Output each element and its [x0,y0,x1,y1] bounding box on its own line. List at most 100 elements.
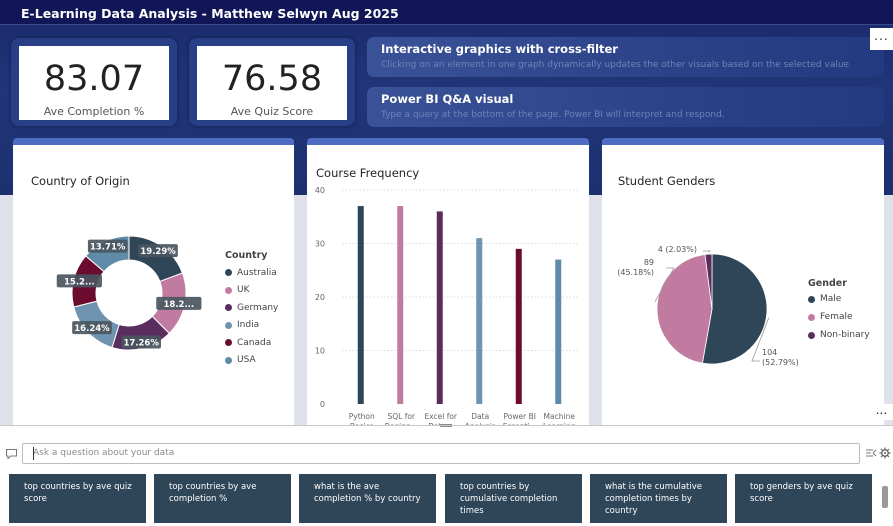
legend-marker [225,286,232,294]
data-label-bg [87,239,128,253]
legend-label: Male [820,294,842,304]
legend-marker [225,339,232,347]
legend-item-female[interactable]: Female [808,308,870,326]
data-label: 89 [644,258,654,267]
legend-title: Gender [808,278,847,289]
legend-label: UK [237,285,250,296]
legend-marker [225,356,232,364]
x-tick-label: Excel for [424,412,457,421]
data-label: 4 (2.03%) [658,245,697,254]
donut-slice-australia[interactable] [128,235,184,283]
info-pill-crossfilter: Interactive graphics with cross-filter C… [367,37,884,77]
chat-icon[interactable] [5,448,18,460]
leader-line [654,267,675,302]
legend-item-india[interactable]: India [225,317,278,335]
legend-marker [225,321,232,329]
y-tick-label: 40 [315,186,325,195]
info-title: Interactive graphics with cross-filter [381,42,618,56]
qa-question-input[interactable]: Ask a question about your data [22,443,860,464]
leader-line [703,250,712,253]
data-label: (52.79%) [762,358,799,367]
kpi-label: Ave Completion % [43,105,145,118]
bar-data-analysis[interactable] [476,238,483,404]
pie-slice-non-binary[interactable] [704,253,713,310]
legend-label: Non-binary [820,330,870,340]
x-tick-label: Data [471,412,489,421]
legend-item-germany[interactable]: Germany [225,299,278,317]
leader-line [751,317,770,362]
data-label: 17.26% [123,339,159,349]
data-label-bg [156,296,202,310]
report-title: E-Learning Data Analysis - Matthew Selwy… [21,6,399,21]
chart-title: Country of Origin [31,174,130,188]
legend-label: Female [820,312,853,322]
legend-label: Canada [237,337,272,348]
legend-item-non-binary[interactable]: Non-binary [808,326,870,344]
data-label-bg [72,321,112,335]
data-label-bg [56,274,102,288]
student-genders-card[interactable]: Student Genders 104 (52.79%) 89 (45.18%) 4 (… [602,138,884,428]
data-label-bg [138,244,178,258]
more-options-icon[interactable]: ... [870,402,893,420]
legend-marker [225,269,232,277]
donut-chart: 19.29% 18.2... 17.26% 16.24% 15.2... 13.71% [56,235,202,351]
text-cursor [33,447,34,460]
legend-title: Country [225,250,268,261]
data-label: 104 [762,348,777,357]
qa-suggestion-button[interactable]: top countries by ave quiz score [9,474,146,523]
legend-label: Australia [237,267,277,278]
chart-title: Course Frequency [316,166,420,180]
legend-item-usa[interactable]: USA [225,352,278,370]
y-tick-label: 0 [320,400,325,409]
info-title: Power BI Q&A visual [381,92,514,106]
y-tick-label: 30 [315,240,325,249]
data-label: 15.2... [64,277,95,287]
settings-gear-icon[interactable] [879,447,891,459]
legend-marker [808,313,815,321]
kpi-value: 83.07 [43,59,145,99]
country-of-origin-card[interactable]: Country of Origin 19.29% 18.2... 17.26% 16.… [13,138,294,428]
qa-suggestion-button[interactable]: what is the ave completion % by country [299,474,436,523]
pie-chart: 104(52.79%) 89(45.18%) 4 (2.03%) [617,245,799,367]
x-tick-label: Python [349,412,375,421]
title-bar [0,0,893,25]
legend-marker [225,304,232,312]
bar-machine-learning[interactable] [555,259,562,404]
gender-legend: Gender Male Female Non-binary [808,278,870,344]
legend-item-australia[interactable]: Australia [225,264,278,282]
drag-handle-icon[interactable] [440,424,452,427]
data-label: 19.29% [140,247,176,257]
qa-suggestion-button[interactable]: top genders by ave quiz score [735,474,872,523]
info-subtitle: Type a query at the bottom of the page. … [381,110,725,120]
show-all-suggestions-icon[interactable] [865,447,877,459]
legend-item-canada[interactable]: Canada [225,334,278,352]
data-label: 13.71% [90,243,126,253]
bar-sql-for-beginn[interactable] [397,206,404,404]
qa-suggestion-button[interactable]: what is the cumulative completion times … [590,474,727,523]
legend-label: Germany [237,302,279,313]
legend-item-uk[interactable]: UK [225,282,278,300]
more-options-icon[interactable]: ... [870,28,893,50]
legend-marker [808,295,815,303]
legend-item-male[interactable]: Male [808,290,870,308]
data-label: (45.18%) [617,268,654,277]
scrollbar-thumb[interactable] [882,486,888,508]
bar-power-bi-essenti[interactable] [515,248,522,404]
kpi-card-completion[interactable]: 83.07 Ave Completion % [19,46,169,120]
legend-label: India [237,320,260,331]
pie-slice-male[interactable] [701,253,768,365]
bar-excel-for-data[interactable] [436,211,443,404]
kpi-value: 76.58 [221,59,323,99]
kpi-card-quiz[interactable]: 76.58 Ave Quiz Score [197,46,347,120]
y-tick-label: 20 [315,293,325,302]
bar-python-basics[interactable] [357,206,364,404]
chart-title: Student Genders [618,174,716,188]
data-label: 16.24% [74,324,110,334]
qa-suggestion-button[interactable]: top countries by cumulative completion t… [445,474,582,523]
pie-slice-female[interactable] [656,253,713,364]
legend-label: USA [237,355,256,366]
x-tick-label: Machine [544,412,576,421]
qa-suggestion-button[interactable]: top countries by ave completion % [154,474,291,523]
